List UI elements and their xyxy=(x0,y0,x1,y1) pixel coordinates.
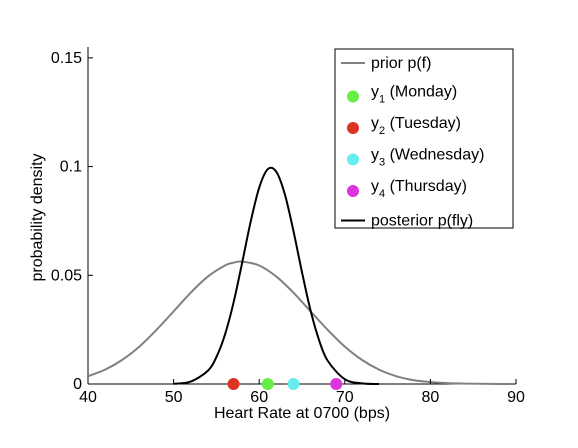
legend-swatch-point xyxy=(347,153,359,166)
legend-label: y2 (Tuesday) xyxy=(371,115,461,137)
x-tick-label: 80 xyxy=(422,389,440,406)
y-axis-label: probability density xyxy=(29,153,46,281)
legend-swatch-point xyxy=(347,90,359,103)
series-line-1 xyxy=(173,166,380,385)
legend-swatch-point xyxy=(347,185,359,197)
legend-label: y3 (Wednesday) xyxy=(371,147,484,169)
x-tick-label: 50 xyxy=(165,389,183,406)
data-point-4 xyxy=(287,378,300,390)
observation-points xyxy=(227,378,343,390)
y-tick-label: 0.05 xyxy=(51,267,82,284)
y-tick-label: 0 xyxy=(73,376,82,393)
series-line-0 xyxy=(87,260,517,386)
legend-label: y1 (Monday) xyxy=(371,84,457,106)
data-point-5 xyxy=(330,378,343,390)
legend-label: y4 (Thursday) xyxy=(371,178,467,200)
axis-ticks: 40 50 60 70 80 90 0 0.05 0.1 0.15 xyxy=(51,50,525,406)
x-axis-label: Heart Rate at 0700 (bps) xyxy=(214,405,390,422)
plot-frame xyxy=(87,47,516,385)
legend-swatch-point xyxy=(347,122,359,134)
y-tick-label: 0.15 xyxy=(51,50,82,67)
legend-box xyxy=(334,48,514,229)
y-tick-label: 0.1 xyxy=(60,159,82,176)
data-point-3 xyxy=(227,378,240,390)
x-tick-label: 90 xyxy=(507,389,525,406)
x-tick-label: 60 xyxy=(250,389,268,406)
x-tick-label: 70 xyxy=(336,389,354,406)
data-point-2 xyxy=(261,378,274,390)
legend: prior p(f) y1 (Monday) y2 (Tuesday) y3 (Wed… xyxy=(334,48,514,230)
x-tick-label: 40 xyxy=(79,389,97,406)
legend-label: prior p(f) xyxy=(371,55,431,72)
curves xyxy=(87,166,517,386)
legend-label: posterior p(fly) xyxy=(371,213,473,230)
